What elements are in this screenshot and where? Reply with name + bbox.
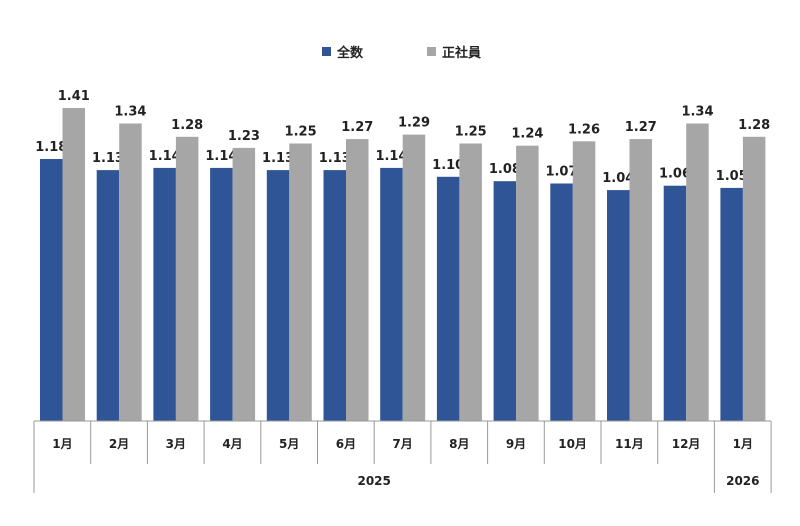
bar-regular-2 [175, 136, 199, 422]
bar-total-10 [607, 190, 630, 421]
x-tick-label-11: 12月 [672, 437, 701, 451]
legend-swatch-total [322, 47, 331, 56]
x-tick-label-12: 1月 [733, 437, 753, 451]
bar-total-2 [153, 167, 176, 421]
x-tick-label-7: 8月 [449, 437, 469, 451]
x-tick-label-4: 5月 [279, 437, 299, 451]
x-tick-label-8: 9月 [506, 437, 526, 451]
data-label-total-12: 1.05 [716, 169, 748, 184]
data-label-total-5: 1.13 [319, 151, 351, 166]
legend-label-regular: 正社員 [442, 46, 482, 61]
data-label-total-7: 1.10 [432, 158, 464, 173]
bar-total-8 [493, 181, 517, 421]
legend-item-regular: 正社員 [427, 42, 481, 61]
data-label-total-8: 1.08 [489, 162, 521, 177]
group-label-2026: 2026 [726, 474, 759, 488]
data-label-regular-3: 1.23 [228, 129, 260, 144]
chart-legend: 全数 正社員 [0, 42, 800, 62]
data-label-regular-11: 1.34 [681, 105, 713, 120]
x-tick-label-1: 2月 [109, 437, 129, 451]
x-tick-label-9: 10月 [558, 437, 587, 451]
x-tick-label-6: 7月 [392, 437, 412, 451]
bar-total-0 [40, 159, 63, 421]
data-label-total-11: 1.06 [659, 167, 691, 182]
data-label-total-9: 1.07 [545, 165, 577, 180]
bar-regular-3 [232, 147, 256, 421]
bar-total-7 [436, 176, 460, 421]
data-label-regular-4: 1.25 [285, 125, 317, 140]
bar-total-1 [96, 170, 120, 421]
x-tick-label-2: 3月 [166, 437, 186, 451]
data-label-regular-6: 1.29 [398, 116, 430, 131]
bar-total-4 [266, 170, 290, 421]
bar-total-12 [720, 187, 743, 421]
bar-regular-7 [459, 143, 482, 421]
data-label-regular-8: 1.24 [511, 127, 543, 142]
x-tick-label-10: 11月 [615, 437, 644, 451]
data-label-regular-1: 1.34 [114, 105, 146, 120]
legend-label-total: 全数 [337, 46, 364, 61]
bar-total-3 [210, 167, 233, 421]
bar-regular-9 [572, 141, 596, 422]
data-label-regular-5: 1.27 [341, 120, 373, 135]
data-label-regular-12: 1.28 [738, 118, 770, 133]
bar-regular-8 [516, 145, 539, 421]
x-tick-label-5: 6月 [336, 437, 356, 451]
data-label-total-3: 1.14 [205, 149, 237, 164]
bar-regular-11 [686, 123, 709, 421]
x-tick-label-0: 1月 [52, 437, 72, 451]
bar-regular-1 [119, 123, 142, 421]
data-label-total-1: 1.13 [92, 151, 124, 166]
data-label-regular-9: 1.26 [568, 122, 600, 137]
bar-total-6 [380, 167, 403, 421]
data-label-total-2: 1.14 [149, 149, 181, 164]
bar-regular-6 [402, 134, 426, 421]
data-label-regular-0: 1.41 [58, 89, 90, 104]
data-label-total-0: 1.18 [35, 140, 67, 155]
data-label-total-4: 1.13 [262, 151, 294, 166]
bar-regular-10 [629, 139, 652, 421]
bar-regular-12 [742, 136, 766, 422]
bar-total-11 [663, 185, 687, 421]
data-label-total-10: 1.04 [602, 171, 634, 186]
bar-total-5 [323, 170, 346, 421]
data-label-regular-7: 1.25 [455, 125, 487, 140]
data-label-total-6: 1.14 [375, 149, 407, 164]
data-label-regular-2: 1.28 [171, 118, 203, 133]
data-label-regular-10: 1.27 [625, 120, 657, 135]
x-tick-label-3: 4月 [222, 437, 242, 451]
bar-total-9 [550, 183, 573, 421]
legend-item-total: 全数 [322, 42, 363, 61]
group-label-2025: 2025 [357, 474, 390, 488]
bar-regular-0 [62, 108, 85, 421]
bar-regular-4 [289, 143, 312, 421]
bar-regular-5 [346, 139, 369, 421]
legend-swatch-regular [427, 47, 436, 56]
